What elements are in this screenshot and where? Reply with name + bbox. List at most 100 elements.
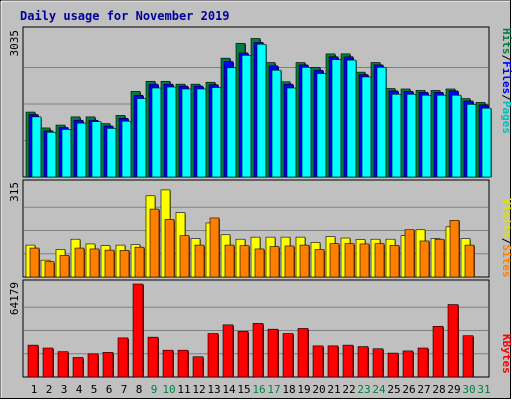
- kbytes-bar: [162, 349, 174, 378]
- x-day-label: 31: [477, 383, 490, 396]
- kbytes-bar: [117, 337, 129, 378]
- sites-bar: [44, 261, 55, 278]
- sites-bar: [434, 238, 445, 278]
- sites-bar: [194, 244, 205, 278]
- kbytes-bar: [132, 283, 144, 378]
- pages-bar: [331, 59, 342, 178]
- kbytes-bar: [57, 351, 69, 378]
- pages-bar: [181, 88, 192, 178]
- kbytes-bar: [267, 328, 279, 378]
- sites-bar: [134, 246, 145, 278]
- kbytes-bar: [177, 349, 189, 378]
- legend-sites: Sites: [500, 244, 512, 277]
- pages-bar: [271, 69, 282, 178]
- sites-bar: [239, 245, 250, 278]
- legend-hits: Hits: [500, 28, 512, 55]
- pages-bar: [286, 87, 297, 178]
- kbytes-bar: [372, 348, 384, 378]
- kbytes-bar: [447, 304, 459, 378]
- pages-bar: [376, 67, 387, 178]
- sites-bar: [404, 229, 415, 278]
- sites-bar: [164, 219, 175, 278]
- visits-y-max-label: 315: [8, 182, 21, 202]
- sites-bar: [104, 249, 115, 278]
- sites-bar: [224, 244, 235, 278]
- pages-bar: [91, 121, 102, 178]
- x-day-label: 4: [76, 383, 83, 396]
- hits-y-max-label: 3035: [8, 30, 21, 57]
- kbytes-bar: [357, 346, 369, 378]
- pages-bar: [481, 107, 492, 178]
- pages-bar: [226, 67, 237, 178]
- sites-bar: [254, 248, 265, 278]
- kbytes-bar: [462, 335, 474, 378]
- sites-bar: [74, 247, 85, 278]
- pages-bar: [151, 87, 162, 178]
- kbytes-bar: [327, 345, 339, 378]
- sites-bar: [59, 255, 70, 278]
- x-day-label: 14: [222, 383, 236, 396]
- kbytes-bars: [27, 283, 474, 378]
- pages-bar: [361, 76, 372, 178]
- x-day-label: 27: [417, 383, 430, 396]
- sites-bar: [389, 245, 400, 278]
- pages-bar: [31, 116, 42, 178]
- kbytes-bar: [297, 328, 309, 378]
- x-day-label: 16: [252, 383, 265, 396]
- pages-bar: [76, 122, 87, 178]
- sites-bar: [29, 247, 40, 278]
- pages-bar: [421, 94, 432, 178]
- x-day-label: 25: [387, 383, 400, 396]
- hits-legend: Hits/Files/Pages: [500, 28, 512, 134]
- x-day-label: 9: [151, 383, 158, 396]
- kbytes-bar: [222, 324, 234, 378]
- pages-bar: [196, 88, 207, 178]
- x-day-label: 30: [462, 383, 475, 396]
- x-day-label: 1: [31, 383, 38, 396]
- sites-bar: [284, 245, 295, 278]
- x-day-label: 23: [357, 383, 370, 396]
- x-day-label: 13: [207, 383, 220, 396]
- sites-bar: [464, 244, 475, 278]
- x-day-label: 29: [447, 383, 460, 396]
- pages-bar: [211, 87, 222, 178]
- sites-bar: [419, 240, 430, 278]
- x-day-label: 26: [402, 383, 415, 396]
- chart-title: Daily usage for November 2019: [20, 9, 230, 23]
- x-day-label: 11: [177, 383, 190, 396]
- sites-bar: [344, 243, 355, 278]
- pages-bar: [61, 129, 72, 178]
- kbytes-bar: [237, 331, 249, 378]
- x-day-label: 19: [297, 383, 310, 396]
- kbytes-bar: [432, 325, 444, 378]
- x-day-label: 10: [162, 383, 175, 396]
- sites-bar: [119, 250, 130, 278]
- kbytes-bar: [147, 336, 159, 378]
- x-day-label: 28: [432, 383, 445, 396]
- pages-bar: [391, 93, 402, 178]
- pages-bar: [256, 43, 267, 178]
- legend-visits: Visits: [500, 198, 512, 238]
- sites-bar: [374, 243, 385, 278]
- kbytes-y-max-label: 64179: [8, 282, 21, 315]
- kbytes-bar: [387, 352, 399, 378]
- legend-sep-1: /: [500, 55, 512, 62]
- visits-legend: Visits/Sites: [500, 198, 512, 278]
- kbytes-bar: [417, 347, 429, 378]
- pages-bar: [316, 73, 327, 178]
- legend-kbytes: KBytes: [500, 334, 512, 374]
- sites-bar: [359, 243, 370, 278]
- x-day-label: 17: [267, 383, 280, 396]
- pages-bar: [106, 128, 117, 178]
- kbytes-bar: [192, 356, 204, 378]
- pages-bar: [406, 93, 417, 178]
- kbytes-bar: [207, 333, 219, 378]
- sites-bar: [299, 244, 310, 278]
- x-day-label: 15: [237, 383, 250, 396]
- legend-files: Files: [500, 61, 512, 94]
- kbytes-bar: [72, 357, 84, 378]
- x-day-label: 5: [91, 383, 98, 396]
- x-axis-day-labels: 1 2 3 4 5 6 7 8 9 10 11 12 13 14 15 16 17 18 19 20 21 22 23 24 2…: [31, 383, 491, 396]
- pages-bar: [166, 86, 177, 178]
